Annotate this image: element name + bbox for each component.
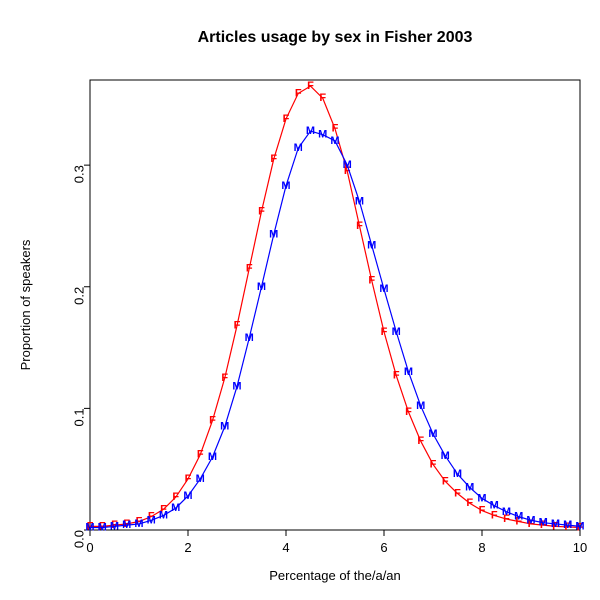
svg-text:M: M [379, 283, 388, 295]
svg-text:M: M [122, 519, 131, 531]
svg-text:F: F [307, 80, 314, 92]
svg-text:Articles usage by sex in Fishe: Articles usage by sex in Fisher 2003 [198, 29, 473, 46]
svg-text:4: 4 [282, 540, 289, 555]
svg-text:M: M [245, 332, 254, 344]
svg-text:M: M [441, 450, 450, 462]
svg-text:M: M [232, 380, 241, 392]
svg-text:F: F [221, 372, 228, 384]
svg-text:M: M [551, 518, 560, 530]
svg-text:0: 0 [86, 540, 93, 555]
svg-text:F: F [381, 326, 388, 338]
svg-text:M: M [281, 180, 290, 192]
svg-text:F: F [270, 153, 277, 165]
svg-text:6: 6 [380, 540, 387, 555]
svg-text:M: M [220, 421, 229, 433]
svg-text:M: M [428, 428, 437, 440]
svg-text:M: M [257, 281, 266, 293]
svg-text:M: M [159, 509, 168, 521]
svg-text:2: 2 [184, 540, 191, 555]
svg-text:M: M [306, 125, 315, 137]
svg-text:0.2: 0.2 [71, 287, 86, 305]
svg-text:F: F [442, 475, 449, 487]
svg-text:M: M [563, 519, 572, 531]
svg-text:M: M [416, 400, 425, 412]
svg-text:M: M [85, 522, 94, 534]
svg-text:F: F [466, 497, 473, 509]
svg-text:F: F [332, 123, 339, 135]
svg-text:M: M [526, 514, 535, 526]
svg-text:F: F [185, 473, 192, 485]
svg-text:F: F [209, 415, 216, 427]
svg-text:F: F [479, 505, 486, 517]
svg-text:F: F [258, 205, 265, 217]
svg-text:F: F [234, 320, 241, 332]
svg-text:F: F [454, 488, 461, 500]
chart-container: 0 2 4 6 8 10 0.0 0.1 0.2 0.3 Percentage of the/a/a… [0, 0, 600, 600]
svg-text:F: F [393, 370, 400, 382]
svg-text:M: M [502, 506, 511, 518]
svg-text:M: M [477, 492, 486, 504]
svg-text:F: F [368, 275, 375, 287]
svg-text:F: F [246, 263, 253, 275]
svg-text:M: M [171, 502, 180, 514]
svg-text:F: F [319, 92, 326, 104]
svg-text:M: M [196, 473, 205, 485]
svg-text:Percentage of the/a/an: Percentage of the/a/an [269, 568, 401, 583]
svg-text:0.1: 0.1 [71, 408, 86, 426]
svg-text:F: F [295, 87, 302, 99]
svg-text:M: M [453, 468, 462, 480]
svg-text:M: M [208, 451, 217, 463]
svg-text:8: 8 [478, 540, 485, 555]
svg-text:M: M [343, 159, 352, 171]
svg-text:F: F [356, 220, 363, 232]
svg-text:M: M [404, 366, 413, 378]
svg-text:F: F [417, 435, 424, 447]
svg-text:M: M [294, 142, 303, 154]
svg-text:M: M [490, 500, 499, 512]
svg-text:M: M [183, 490, 192, 502]
svg-text:F: F [197, 449, 204, 461]
svg-text:F: F [430, 458, 437, 470]
svg-text:M: M [539, 517, 548, 529]
chart-svg: 0 2 4 6 8 10 0.0 0.1 0.2 0.3 Percentage of the/a/a… [0, 0, 600, 600]
svg-text:M: M [392, 326, 401, 338]
svg-text:M: M [514, 511, 523, 523]
svg-text:M: M [110, 520, 119, 532]
svg-text:0.0: 0.0 [71, 530, 86, 548]
svg-text:M: M [465, 481, 474, 493]
svg-text:0.3: 0.3 [71, 165, 86, 183]
svg-text:M: M [98, 522, 107, 534]
svg-text:F: F [405, 406, 412, 418]
svg-text:Proportion of speakers: Proportion of speakers [18, 239, 33, 370]
svg-text:10: 10 [573, 540, 587, 555]
svg-text:M: M [355, 196, 364, 208]
svg-text:M: M [575, 520, 584, 532]
svg-text:M: M [367, 239, 376, 251]
svg-text:M: M [330, 135, 339, 147]
svg-text:M: M [269, 228, 278, 240]
svg-text:F: F [283, 113, 290, 125]
svg-text:M: M [147, 514, 156, 526]
svg-text:M: M [134, 518, 143, 530]
svg-text:M: M [318, 129, 327, 141]
